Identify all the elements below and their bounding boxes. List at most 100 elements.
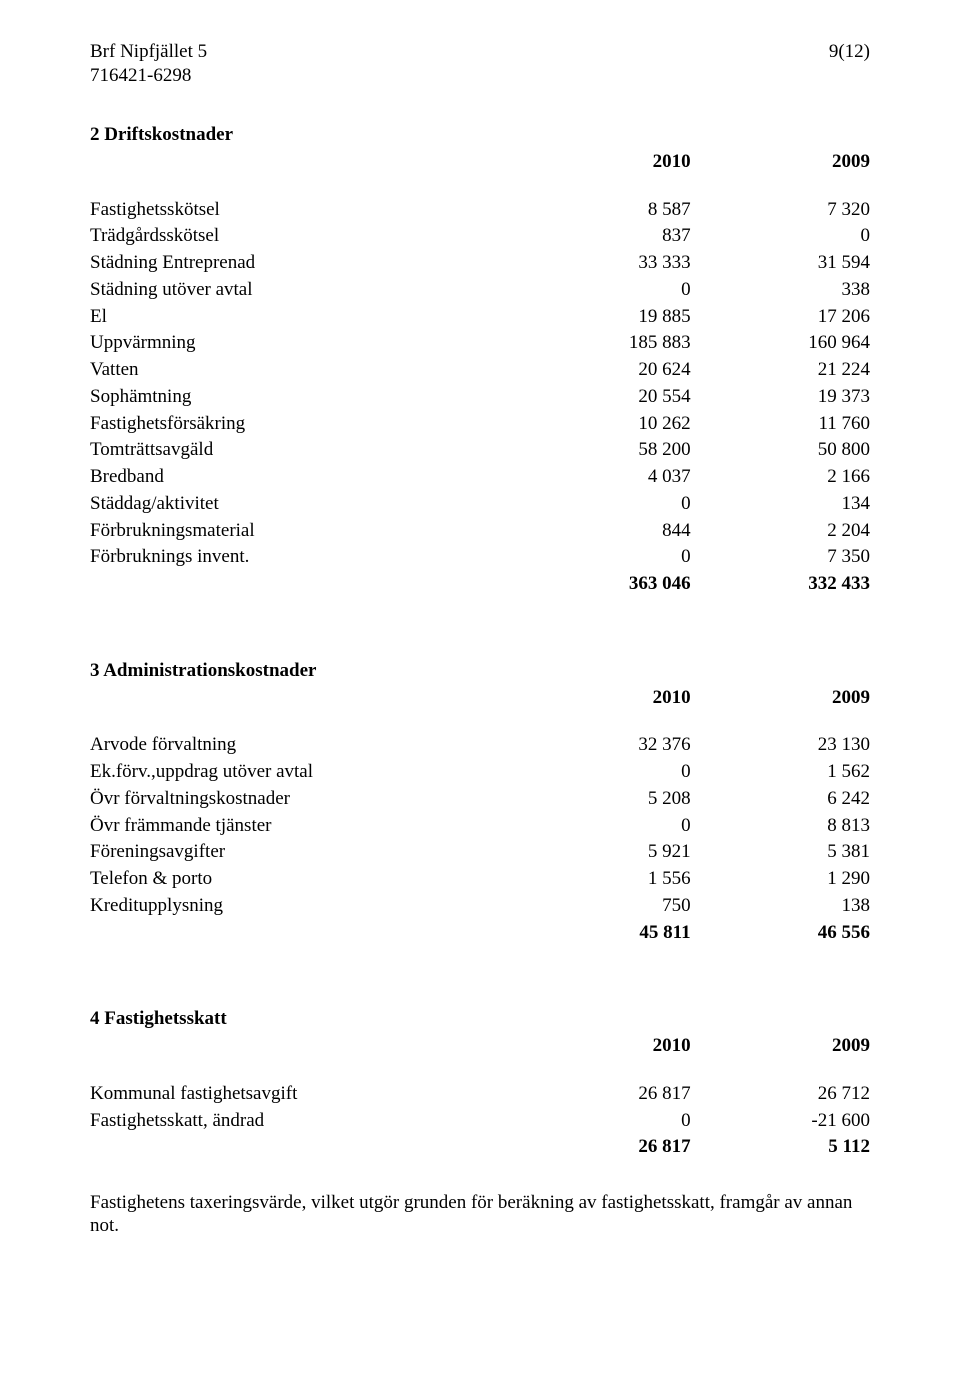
org-number: 716421-6298 [90, 64, 207, 88]
row-value-b: 2 204 [691, 517, 870, 544]
row-value-b: 21 224 [691, 357, 870, 384]
section-administrationskostnader: 3 Administrationskostnader 2010 2009 Arv… [90, 657, 870, 946]
table-row: Arvode förvaltning32 37623 130 [90, 732, 870, 759]
section-heading: 4 Fastighetsskatt [90, 1006, 511, 1033]
row-label: Städning utöver avtal [90, 276, 511, 303]
year-row: 2010 2009 [90, 1033, 870, 1060]
row-value-a: 0 [511, 812, 690, 839]
row-label: El [90, 303, 511, 330]
table-row: Uppvärmning185 883160 964 [90, 330, 870, 357]
row-value-b: 31 594 [691, 250, 870, 277]
row-value-b: 11 760 [691, 410, 870, 437]
table-row: Trädgårdsskötsel8370 [90, 223, 870, 250]
row-label: Städning Entreprenad [90, 250, 511, 277]
table-row: Tomträttsavgäld58 20050 800 [90, 437, 870, 464]
row-label: Arvode förvaltning [90, 732, 511, 759]
total-a: 45 811 [511, 919, 690, 946]
table-row: Förbruknings invent.07 350 [90, 544, 870, 571]
total-a: 26 817 [511, 1134, 690, 1161]
row-value-b: 23 130 [691, 732, 870, 759]
total-b: 332 433 [691, 571, 870, 598]
row-label: Uppvärmning [90, 330, 511, 357]
table-row: Fastighetsskatt, ändrad0-21 600 [90, 1107, 870, 1134]
year-col-1: 2010 [511, 148, 690, 175]
year-col-1: 2010 [511, 1033, 690, 1060]
row-label: Förbruknings invent. [90, 544, 511, 571]
row-label: Övr förvaltningskostnader [90, 785, 511, 812]
row-value-a: 10 262 [511, 410, 690, 437]
page: Brf Nipfjället 5 716421-6298 9(12) 2 Dri… [0, 0, 960, 1373]
year-col-2: 2009 [691, 148, 870, 175]
row-value-b: 134 [691, 490, 870, 517]
row-label: Förbrukningsmaterial [90, 517, 511, 544]
table-row: Telefon & porto1 5561 290 [90, 866, 870, 893]
row-value-b: 7 320 [691, 196, 870, 223]
total-row: 45 811 46 556 [90, 919, 870, 946]
section-driftskostnader: 2 Driftskostnader 2010 2009 Fastighetssk… [90, 122, 870, 598]
driftskostnader-table: 2 Driftskostnader 2010 2009 Fastighetssk… [90, 122, 870, 598]
row-value-a: 26 817 [511, 1080, 690, 1107]
table-row: Städdag/aktivitet0134 [90, 490, 870, 517]
row-value-b: 338 [691, 276, 870, 303]
section-fastighetsskatt: 4 Fastighetsskatt 2010 2009 Kommunal fas… [90, 1006, 870, 1238]
tax-rows: Kommunal fastighetsavgift26 81726 712Fas… [90, 1080, 870, 1134]
row-value-a: 1 556 [511, 866, 690, 893]
row-label: Sophämtning [90, 383, 511, 410]
row-label: Föreningsavgifter [90, 839, 511, 866]
row-value-a: 5 208 [511, 785, 690, 812]
row-value-a: 4 037 [511, 464, 690, 491]
row-label: Övr främmande tjänster [90, 812, 511, 839]
row-value-a: 0 [511, 1107, 690, 1134]
year-row: 2010 2009 [90, 684, 870, 711]
row-value-b: 2 166 [691, 464, 870, 491]
total-b: 5 112 [691, 1134, 870, 1161]
year-col-2: 2009 [691, 684, 870, 711]
row-value-a: 32 376 [511, 732, 690, 759]
row-value-a: 750 [511, 892, 690, 919]
row-value-a: 20 554 [511, 383, 690, 410]
row-value-b: 17 206 [691, 303, 870, 330]
row-label: Kreditupplysning [90, 892, 511, 919]
table-row: Övr främmande tjänster08 813 [90, 812, 870, 839]
table-row: Vatten20 62421 224 [90, 357, 870, 384]
row-value-b: 138 [691, 892, 870, 919]
row-value-b: 1 562 [691, 759, 870, 786]
table-row: Sophämtning20 55419 373 [90, 383, 870, 410]
row-label: Fastighetsskatt, ändrad [90, 1107, 511, 1134]
total-a: 363 046 [511, 571, 690, 598]
row-value-b: -21 600 [691, 1107, 870, 1134]
table-row: Städning utöver avtal0338 [90, 276, 870, 303]
table-row: El19 88517 206 [90, 303, 870, 330]
row-value-a: 0 [511, 759, 690, 786]
page-header: Brf Nipfjället 5 716421-6298 9(12) [90, 40, 870, 88]
row-value-a: 5 921 [511, 839, 690, 866]
table-row: Fastighetsförsäkring10 26211 760 [90, 410, 870, 437]
row-value-a: 185 883 [511, 330, 690, 357]
row-value-a: 19 885 [511, 303, 690, 330]
row-label: Bredband [90, 464, 511, 491]
row-value-a: 0 [511, 544, 690, 571]
row-label: Tomträttsavgäld [90, 437, 511, 464]
table-row: Kreditupplysning750138 [90, 892, 870, 919]
row-label: Kommunal fastighetsavgift [90, 1080, 511, 1107]
section-heading: 2 Driftskostnader [90, 122, 511, 149]
row-label: Trädgårdsskötsel [90, 223, 511, 250]
section-heading-row: 3 Administrationskostnader [90, 657, 870, 684]
row-value-b: 1 290 [691, 866, 870, 893]
section-heading-row: 4 Fastighetsskatt [90, 1006, 870, 1033]
admin-table: 3 Administrationskostnader 2010 2009 Arv… [90, 657, 870, 946]
drift-rows: Fastighetsskötsel8 5877 320Trädgårdssköt… [90, 196, 870, 571]
total-row: 26 817 5 112 [90, 1134, 870, 1161]
table-row: Övr förvaltningskostnader5 2086 242 [90, 785, 870, 812]
table-row: Fastighetsskötsel8 5877 320 [90, 196, 870, 223]
org-name: Brf Nipfjället 5 [90, 40, 207, 64]
row-label: Städdag/aktivitet [90, 490, 511, 517]
row-value-a: 0 [511, 490, 690, 517]
row-value-b: 50 800 [691, 437, 870, 464]
row-value-b: 26 712 [691, 1080, 870, 1107]
row-label: Fastighetsförsäkring [90, 410, 511, 437]
year-col-2: 2009 [691, 1033, 870, 1060]
row-value-a: 33 333 [511, 250, 690, 277]
row-value-a: 58 200 [511, 437, 690, 464]
row-value-b: 7 350 [691, 544, 870, 571]
